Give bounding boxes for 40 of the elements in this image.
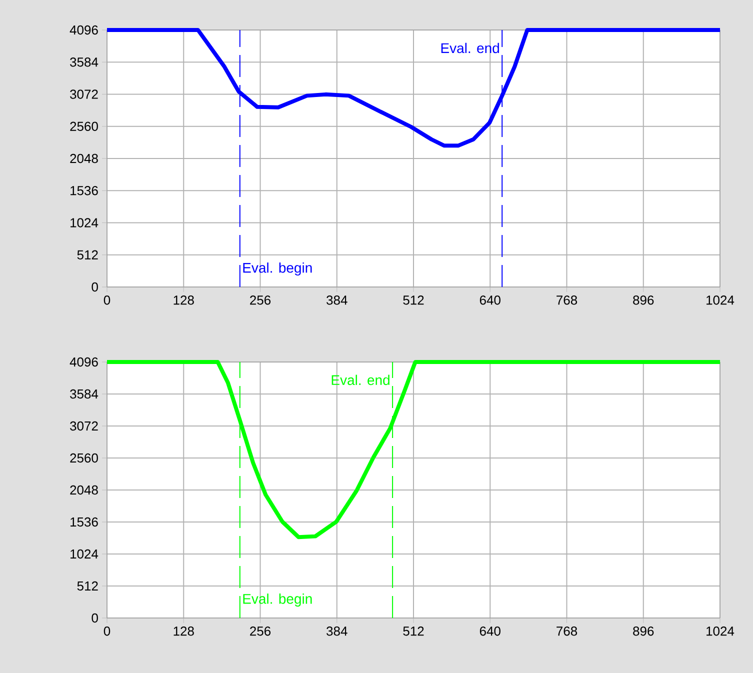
y-tick-label: 4096 [70,357,98,367]
y-tick-label: 1536 [70,517,98,527]
x-tick-label: 1024 [706,296,734,305]
y-tick-label: 0 [92,282,98,292]
ref-line-label: Eval. end [441,42,499,54]
x-tick-label: 768 [556,626,578,636]
x-tick-label: 640 [480,296,500,305]
x-tick-label: 256 [250,626,271,636]
y-tick-label: 512 [77,581,98,591]
x-tick-label: 512 [403,296,424,305]
y-tick-label: 3072 [70,421,98,431]
y-tick-label: 2560 [70,453,98,463]
x-tick-label: 256 [250,296,271,305]
y-tick-label: 3584 [70,58,98,67]
y-tick-label: 2048 [70,154,98,164]
x-tick-label: 384 [326,626,348,636]
y-tick-label: 512 [77,250,98,260]
x-tick-label: 128 [174,296,194,305]
y-tick-label: 1024 [70,218,98,228]
x-tick-label: 768 [556,296,578,305]
x-tick-label: 128 [174,626,194,636]
y-tick-label: 2560 [70,122,98,131]
x-tick-label: 384 [326,296,348,305]
y-tick-label: 0 [92,613,98,623]
ref-line-label: Eval. begin [243,262,312,276]
y-tick-label: 3072 [70,90,98,99]
ref-line-label: Eval. begin [243,594,312,607]
ref-line-label: Eval. end [332,374,390,386]
x-tick-label: 896 [633,626,654,636]
y-tick-label: 1024 [70,549,98,559]
x-tick-label: 512 [403,626,424,636]
x-tick-label: 0 [104,296,110,305]
y-tick-label: 1536 [70,186,98,196]
x-tick-label: 640 [480,626,500,636]
x-tick-label: 896 [633,296,654,305]
y-tick-label: 2048 [70,485,98,495]
y-tick-label: 4096 [70,25,98,35]
y-tick-label: 3584 [70,389,98,399]
x-tick-label: 0 [104,626,110,636]
x-tick-label: 1024 [706,626,734,636]
